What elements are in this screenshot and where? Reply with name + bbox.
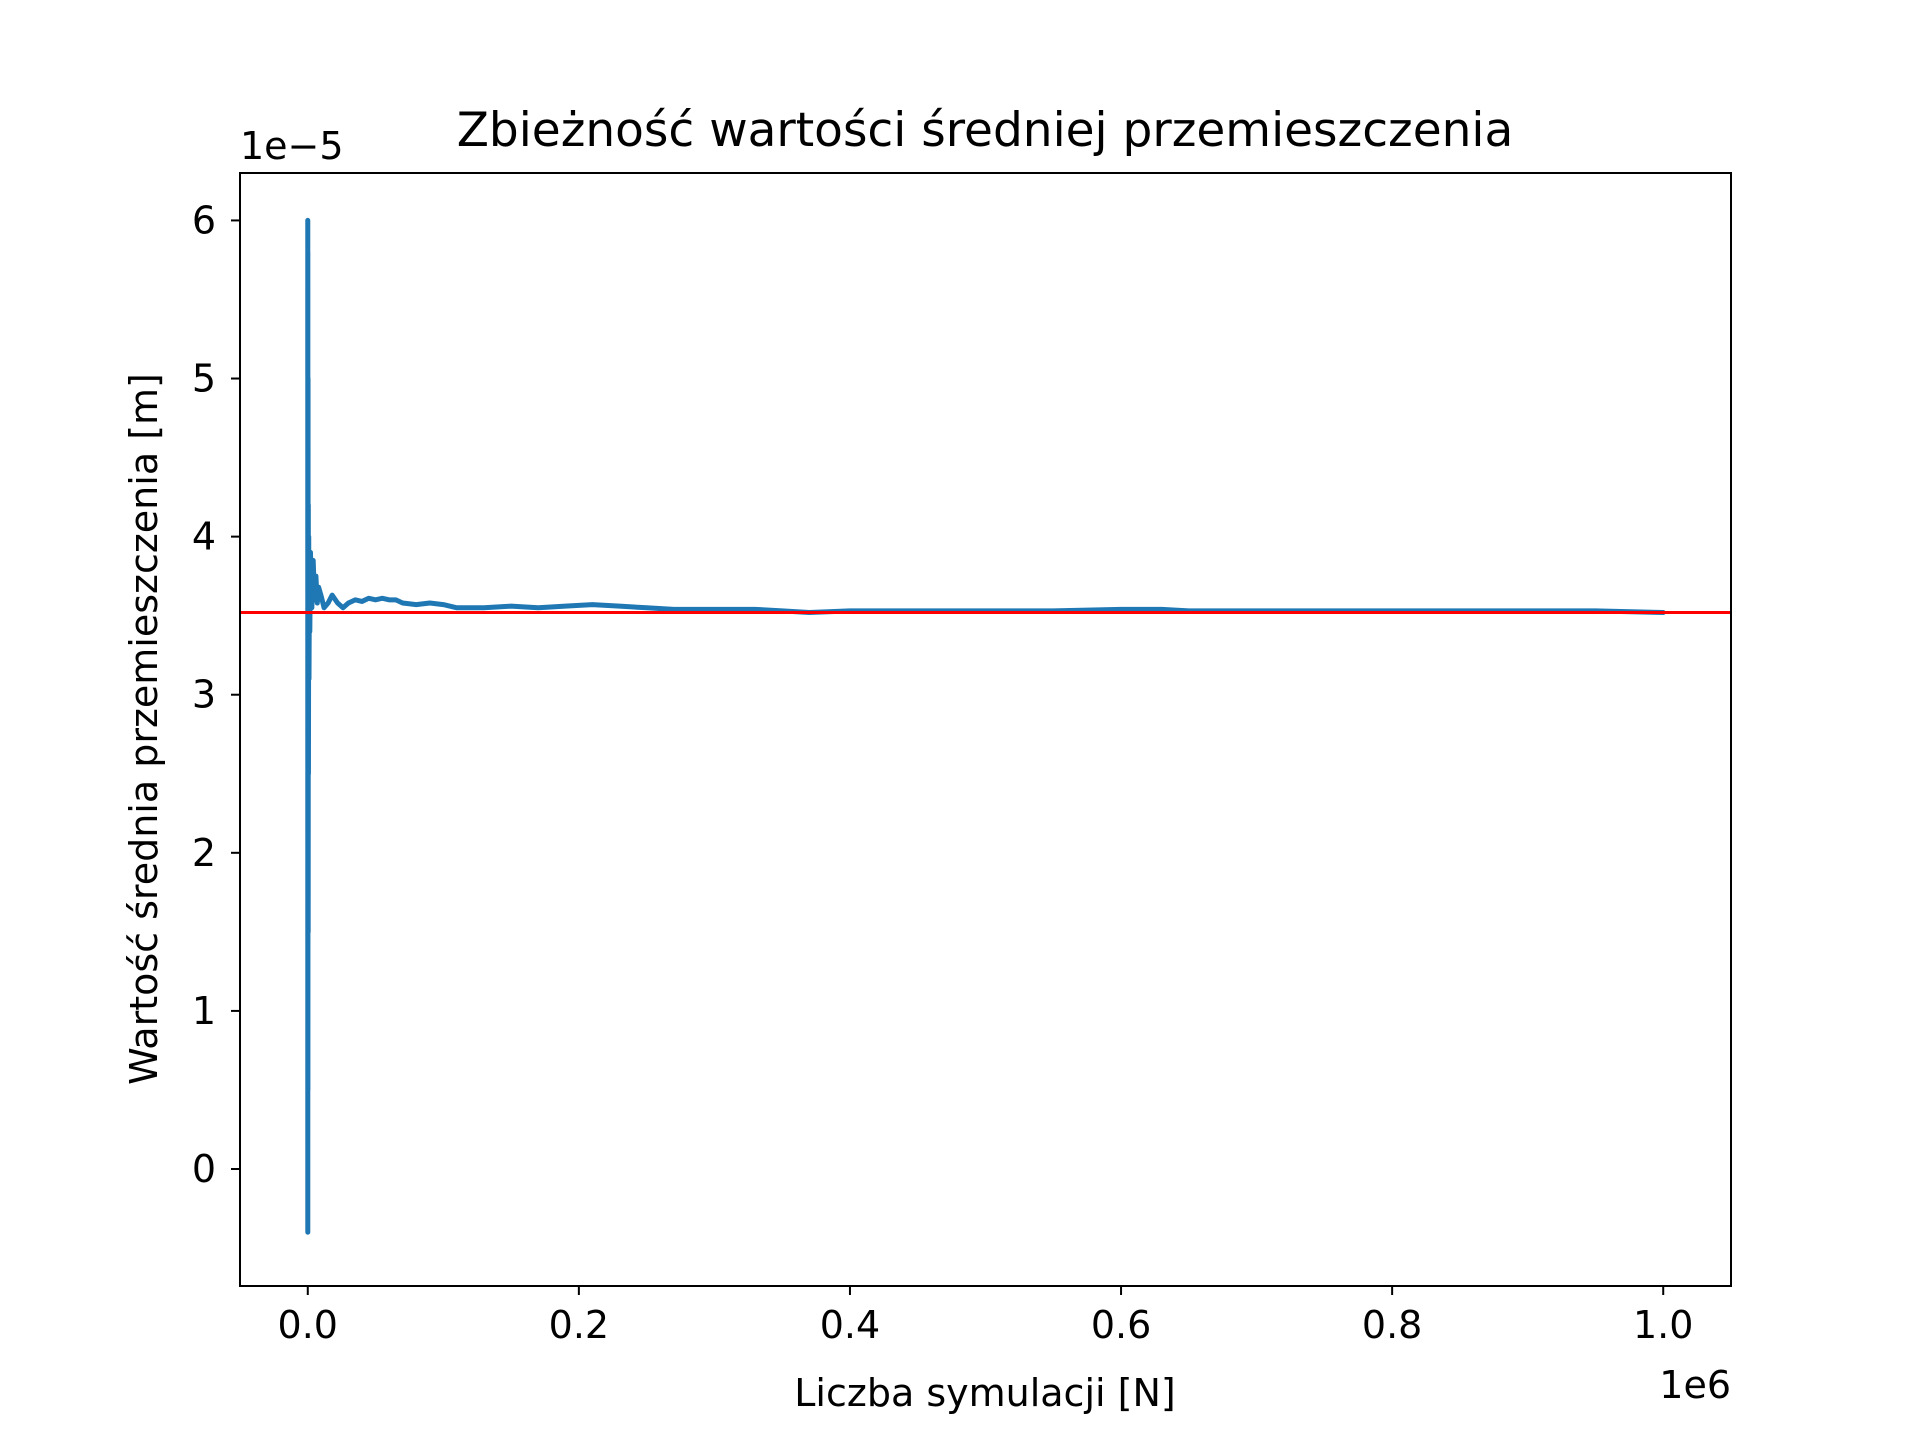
plot-frame (239, 172, 1732, 1287)
y-axis-ticks: 0 1 2 3 4 5 6 (192, 198, 240, 1191)
y-tick-label: 6 (192, 198, 216, 242)
plot-area (240, 173, 1731, 1286)
x-axis-label: Liczba symulacji [N] (794, 1371, 1175, 1415)
x-tick-label: 0.4 (820, 1303, 880, 1347)
x-axis-offset: 1e6 (1659, 1363, 1731, 1407)
y-tick-label: 2 (192, 831, 216, 875)
x-tick-label: 0.6 (1091, 1303, 1151, 1347)
y-tick-label: 3 (192, 673, 216, 717)
x-tick-label: 0.2 (549, 1303, 609, 1347)
y-axis-offset: 1e−5 (240, 124, 344, 168)
y-axis-label: Wartość średnia przemieszczenia [m] (122, 373, 166, 1085)
y-tick-label: 1 (192, 989, 216, 1033)
x-tick-label: 0.8 (1362, 1303, 1422, 1347)
x-axis-ticks: 0.0 0.2 0.4 0.6 0.8 1.0 (278, 1286, 1693, 1347)
series-layer (305, 217, 1666, 1235)
series-line-1 (305, 217, 1666, 1235)
y-tick-label: 0 (192, 1147, 216, 1191)
x-tick-label: 0.0 (278, 1303, 338, 1347)
chart-title: Zbieżność wartości średniej przemieszcze… (457, 103, 1514, 158)
x-tick-label: 1.0 (1633, 1303, 1693, 1347)
y-tick-label: 4 (192, 515, 216, 559)
y-tick-label: 5 (192, 357, 216, 401)
